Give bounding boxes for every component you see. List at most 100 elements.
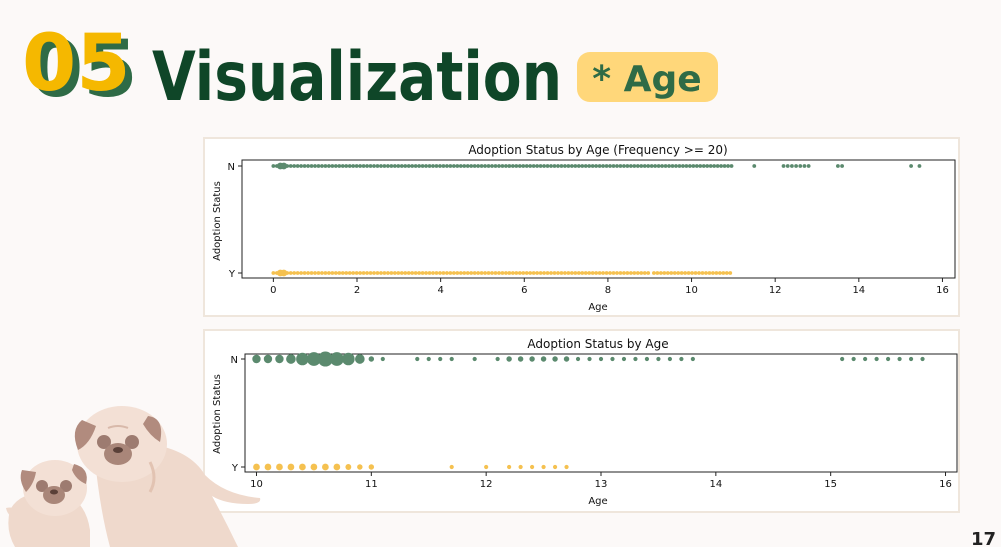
- big-dog-nose: [113, 447, 123, 453]
- point-n: [438, 164, 442, 168]
- point-y: [528, 271, 533, 275]
- x-tick-label: 0: [270, 285, 276, 296]
- point-y: [368, 271, 373, 275]
- point-y: [340, 271, 345, 275]
- point-y: [524, 271, 529, 275]
- point-n: [302, 164, 307, 168]
- point-n: [535, 164, 540, 168]
- point-n: [420, 164, 425, 168]
- point-y: [316, 271, 321, 275]
- point-n: [299, 164, 304, 168]
- point-y: [622, 271, 626, 275]
- small-dog-muzzle: [43, 486, 65, 504]
- point-y: [399, 271, 404, 275]
- point-y: [541, 464, 546, 470]
- point-n: [309, 164, 314, 168]
- point-y: [333, 271, 338, 275]
- point-y: [531, 271, 536, 275]
- point-n: [785, 164, 790, 168]
- point-y: [413, 271, 418, 275]
- chart-card-age: Adoption Status by Age Adoption Status A…: [203, 329, 960, 513]
- point-n-large: [280, 162, 288, 170]
- point-n: [542, 164, 546, 168]
- y-tick-label: Y: [231, 463, 239, 474]
- point-y: [500, 271, 505, 275]
- point-y: [545, 271, 550, 275]
- point-n: [583, 164, 588, 168]
- point-n: [679, 356, 684, 362]
- x-tick-label: 12: [480, 479, 493, 490]
- point-y: [566, 271, 571, 275]
- point-n: [406, 164, 411, 168]
- point-y: [344, 271, 349, 275]
- chart-title: Adoption Status by Age: [527, 337, 668, 351]
- small-dog-ear-left: [20, 470, 36, 492]
- point-n: [802, 164, 807, 168]
- tick-group: 10 11 12 13 14 15 16 N Y: [231, 355, 952, 490]
- point-y: [632, 271, 637, 275]
- point-y: [479, 271, 484, 275]
- point-y: [615, 271, 619, 275]
- point-n: [510, 164, 515, 168]
- point-n: [920, 356, 925, 362]
- point-y: [326, 271, 331, 275]
- point-n: [563, 356, 570, 362]
- point-n: [705, 164, 710, 168]
- x-tick-label: 12: [769, 285, 782, 296]
- section-number-shadow: 05: [29, 25, 138, 115]
- big-dog-eye-left: [97, 435, 111, 449]
- small-dog-eye-left: [36, 480, 48, 492]
- point-n: [330, 164, 335, 168]
- x-tick-label: 8: [605, 285, 611, 296]
- point-y: [434, 271, 439, 275]
- point-n: [380, 356, 385, 362]
- point-n: [275, 354, 284, 364]
- point-n: [569, 164, 574, 168]
- point-y: [573, 271, 578, 275]
- point-n: [410, 164, 415, 168]
- point-n: [722, 164, 727, 168]
- point-y: [465, 271, 470, 275]
- point-y: [372, 271, 376, 275]
- point-y: [320, 271, 324, 275]
- point-n: [292, 164, 297, 168]
- point-y: [403, 271, 408, 275]
- point-y: [662, 271, 667, 275]
- point-y: [665, 271, 670, 275]
- point-y: [552, 464, 558, 470]
- point-n: [667, 164, 671, 168]
- point-n: [355, 354, 365, 364]
- point-n: [448, 164, 453, 168]
- x-tick-label: 15: [824, 479, 837, 490]
- point-n: [552, 164, 557, 168]
- point-y: [683, 271, 688, 275]
- point-n: [316, 164, 321, 168]
- point-y: [587, 271, 592, 275]
- point-n: [493, 164, 498, 168]
- point-y: [518, 464, 523, 470]
- point-y: [604, 271, 609, 275]
- point-n: [794, 164, 798, 168]
- point-n: [601, 164, 605, 168]
- point-n: [426, 356, 431, 362]
- point-y: [563, 271, 567, 275]
- y-tick-label: N: [228, 162, 235, 173]
- point-y: [379, 271, 383, 275]
- point-y: [365, 271, 369, 275]
- age-tag-background: [577, 52, 718, 102]
- point-n: [681, 164, 685, 168]
- x-tick-label: 11: [365, 479, 378, 490]
- point-y: [386, 271, 390, 275]
- point-n: [598, 356, 604, 362]
- point-y: [347, 271, 352, 275]
- point-y: [559, 271, 564, 275]
- point-n: [286, 354, 296, 364]
- point-y: [507, 271, 512, 275]
- point-n: [451, 164, 456, 168]
- point-y: [417, 271, 422, 275]
- point-n: [476, 164, 481, 168]
- point-n: [504, 164, 508, 168]
- point-n: [909, 164, 913, 168]
- point-n: [698, 164, 703, 168]
- point-n: [403, 164, 408, 168]
